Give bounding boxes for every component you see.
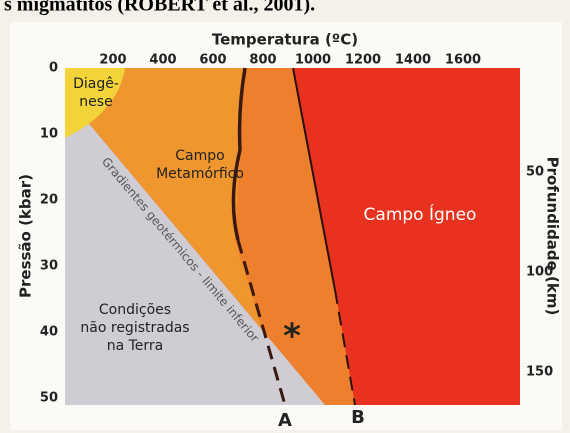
right-tick-label: 100 xyxy=(526,265,553,280)
marker: * xyxy=(283,317,301,357)
region-label: Diagê- xyxy=(73,76,119,92)
left-axis-title: Pressão (kbar) xyxy=(17,174,35,298)
region-label: Campo xyxy=(175,148,224,164)
region-label: Metamórfico xyxy=(156,166,244,182)
left-tick-label: 50 xyxy=(40,391,58,406)
region-label: na Terra xyxy=(107,338,164,354)
right-tick-label: 50 xyxy=(526,165,544,180)
region-label: Condições xyxy=(99,302,171,318)
top-tick-label: 400 xyxy=(149,53,176,68)
left-tick-label: 30 xyxy=(40,259,58,274)
transition-band xyxy=(235,68,355,405)
region-label: não registradas xyxy=(80,320,189,336)
top-tick-label: 800 xyxy=(249,53,276,68)
left-tick-label: 10 xyxy=(40,127,58,142)
top-tick-label: 1600 xyxy=(445,53,481,68)
unrecorded-field xyxy=(65,95,325,405)
curve-label: A xyxy=(278,410,292,431)
diagenesis-field xyxy=(65,68,125,138)
left-tick-label: 40 xyxy=(40,325,58,340)
top-axis-title: Temperatura (ºC) xyxy=(212,31,358,49)
curve-b xyxy=(292,67,336,291)
caption: s migmatitos (ROBERT et al., 2001). xyxy=(4,0,315,16)
top-tick-label: 1400 xyxy=(395,53,431,68)
curve-a xyxy=(231,67,247,241)
curve-b-dashed xyxy=(334,289,356,406)
region-label: nese xyxy=(79,94,112,110)
top-tick-label: 1000 xyxy=(295,53,331,68)
right-tick-label: 150 xyxy=(526,365,553,380)
right-axis-title: Profundidade (km) xyxy=(544,157,562,316)
top-tick-label: 600 xyxy=(199,53,226,68)
curve-label: B xyxy=(351,407,365,428)
region-label: Campo Ígneo xyxy=(364,203,477,225)
top-tick-label: 1200 xyxy=(345,53,381,68)
top-tick-label: 200 xyxy=(99,53,126,68)
curve-a-dashed xyxy=(236,239,287,406)
left-tick-label: 0 xyxy=(49,61,58,76)
left-tick-label: 20 xyxy=(40,193,58,208)
